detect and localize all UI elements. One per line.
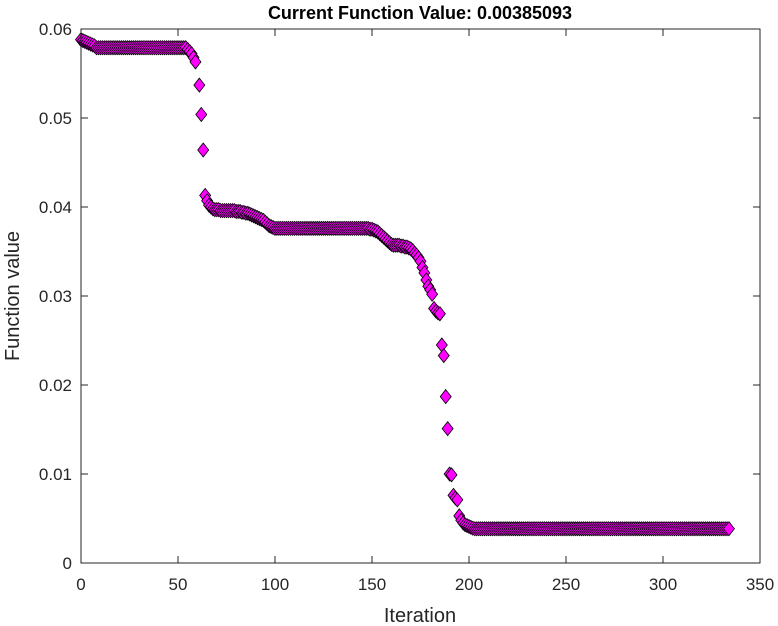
plot-area-box (80, 28, 761, 564)
data-point (439, 388, 452, 405)
chart-title: Current Function Value: 0.00385093 (268, 3, 572, 23)
data-point (195, 106, 208, 123)
y-tick-label: 0 (63, 554, 72, 573)
y-tick-label: 0.04 (39, 198, 72, 217)
data-point (433, 306, 446, 322)
x-tick-label: 250 (552, 575, 580, 594)
x-tick-label: 150 (358, 575, 386, 594)
data-point (426, 286, 439, 302)
y-axis-label: Function value (2, 231, 24, 361)
data-point (197, 142, 210, 158)
data-point (441, 420, 454, 437)
data-point (435, 337, 448, 353)
y-tick-label: 0.05 (39, 109, 72, 128)
data-point (451, 492, 464, 508)
x-axis-label: Iteration (384, 605, 456, 626)
y-tick-label: 0.06 (39, 20, 72, 39)
data-point (193, 77, 206, 93)
y-tick-label: 0.02 (39, 376, 72, 395)
data-point (445, 467, 458, 483)
x-tick-label: 350 (746, 575, 774, 594)
x-tick-label: 300 (649, 575, 677, 594)
y-axis-ticks: 0 0.01 0.02 0.03 0.04 0.05 0.06 (39, 20, 760, 573)
data-point (437, 347, 450, 364)
x-tick-label: 100 (261, 575, 289, 594)
data-point (722, 521, 735, 537)
x-axis-ticks: 0 50 100 150 200 250 300 350 (76, 29, 774, 594)
y-tick-label: 0.01 (39, 465, 72, 484)
x-tick-label: 0 (76, 575, 85, 594)
marker-layer (74, 32, 735, 537)
y-tick-label: 0.03 (39, 287, 72, 306)
x-tick-label: 50 (169, 575, 188, 594)
data-point (189, 54, 202, 70)
x-tick-label: 200 (455, 575, 483, 594)
